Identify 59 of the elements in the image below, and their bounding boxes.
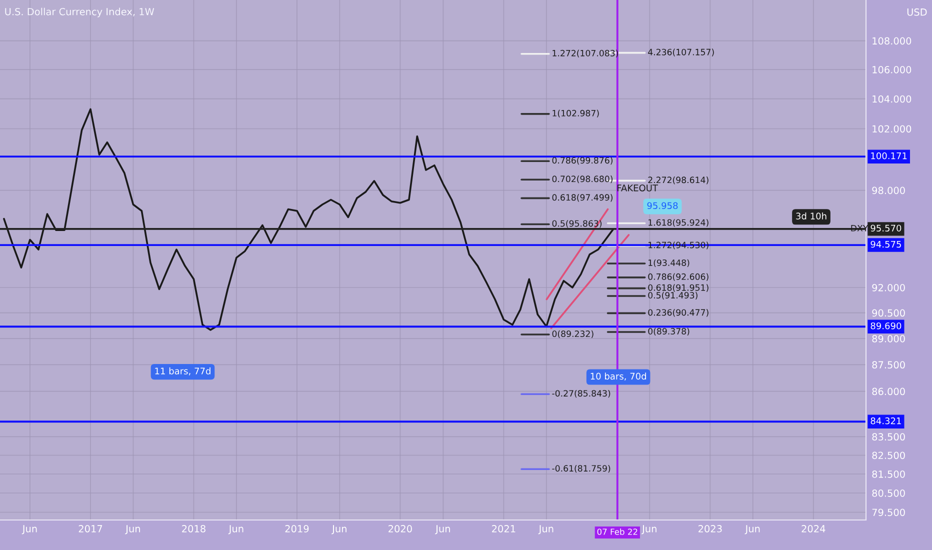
y-tick-label: 83.500	[872, 433, 905, 441]
annotation: 0.5(95.863)	[552, 220, 602, 228]
annotation: 0.5(91.493)	[648, 292, 698, 300]
y-tick-label: 102.000	[872, 125, 912, 133]
x-tick-label: 2019	[285, 525, 309, 532]
annotation: 0.702(98.680)	[552, 175, 612, 184]
x-tick-label: 2018	[182, 525, 206, 532]
annotation: 0.618(91.951)	[648, 284, 708, 292]
y-tick-label: 106.000	[872, 66, 912, 74]
text: U.S. Dollar Currency Index, 1W	[5, 8, 154, 18]
x-tick-label: 2020	[388, 525, 412, 532]
y-tick-label: 79.500	[872, 508, 905, 516]
ref-line-label: 84.321	[870, 417, 901, 424]
annotation: 1(102.987)	[552, 110, 599, 118]
annotation: 1.618(95.924)	[648, 219, 708, 227]
annotation: 11 bars, 77d	[155, 367, 210, 376]
x-tick-label: Jun	[642, 525, 656, 534]
y-tick-label: 86.000	[872, 388, 905, 396]
ref-line-label: 95.570	[870, 224, 902, 232]
x-tick-label: Jun	[538, 525, 554, 534]
ref-line-label: 07 Feb 22	[597, 528, 638, 535]
x-tick-label: 2024	[802, 525, 826, 532]
y-tick-label: 81.500	[872, 470, 905, 478]
annotation: 95.958	[647, 202, 678, 210]
y-tick-label: 92.000	[872, 284, 905, 292]
annotation: 10 bars, 70d	[590, 372, 646, 381]
x-tick-label: Jun	[435, 525, 450, 534]
y-tick-label: 89.000	[872, 335, 905, 342]
annotation: 0.618(97.499)	[552, 194, 612, 202]
x-tick-label: Jun	[744, 525, 760, 534]
annotation: 3d 10h	[796, 212, 826, 220]
annotation: 1(93.448)	[648, 259, 690, 267]
y-tick-label: 82.500	[872, 452, 905, 460]
annotation: -0.61(81.759)	[552, 464, 610, 473]
x-tick-label: Jun	[22, 525, 37, 534]
x-tick-label: Jun	[228, 525, 244, 534]
y-tick-label: 98.000	[872, 186, 905, 194]
annotation: 0.786(92.606)	[648, 273, 708, 281]
y-tick-label: 104.000	[872, 95, 912, 103]
x-tick-label: 2023	[698, 525, 722, 532]
y-tick-label: 80.500	[872, 489, 905, 497]
y-tick-label: 87.500	[872, 361, 905, 369]
x-tick-label: 2021	[492, 525, 516, 532]
y-tick-label: 108.000	[872, 37, 912, 45]
annotation: 0.236(90.477)	[648, 309, 708, 317]
ref-line-label: 100.171	[871, 152, 907, 160]
annotation: 0(89.378)	[648, 328, 690, 336]
x-tick-label: Jun	[125, 525, 140, 534]
annotation: 0.786(99.876)	[552, 156, 612, 165]
x-tick-label: 2017	[78, 525, 102, 532]
text: USD	[907, 8, 927, 16]
annotation: 2.272(98.614)	[648, 176, 708, 184]
x-tick-label: Jun	[332, 525, 346, 534]
annotation: -0.27(85.843)	[552, 390, 610, 398]
annotation: 4.236(107.157)	[648, 48, 714, 56]
ref-line-label: 94.575	[870, 240, 901, 248]
ref-line-label: 89.690	[870, 322, 902, 330]
y-tick-label: 90.500	[872, 309, 905, 317]
annotation: 0(89.232)	[552, 330, 594, 338]
